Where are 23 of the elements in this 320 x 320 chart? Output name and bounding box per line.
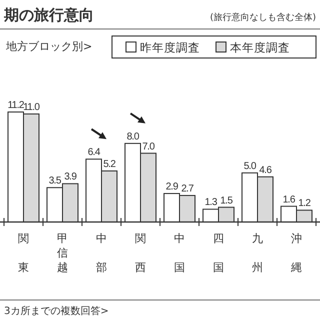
data-label: 1.6 [282,194,296,206]
data-label: 2.9 [166,182,179,193]
data-label: 2.7 [181,183,194,194]
data-label: 11.0 [23,102,40,113]
data-label: 5.2 [103,158,116,170]
text: 地方ブロック別> [5,40,92,53]
data-label: 3.9 [64,172,78,183]
data-label: 4.6 [259,164,272,176]
text: (旅行意向なしも含む全体) [210,12,316,23]
data-label: 5.0 [244,160,257,172]
data-label: 1.3 [204,197,218,208]
data-label: 7.0 [142,141,156,152]
data-label: 3.5 [48,176,62,187]
data-label: 8.0 [126,131,140,142]
legend-label: 昨年度調査 [140,40,200,54]
text: 3カ所までの複数回答> [4,305,109,317]
data-label: 11.2 [8,100,25,111]
x-axis-labels: 関東 甲信越 中部 関西 中国 四国 九州 沖縄 [18,232,302,274]
legend-label: 本年度調査 [230,40,290,54]
title: 期の旅行意向 [4,6,94,24]
data-label: 6.4 [88,147,101,158]
data-label: 1.2 [298,198,312,210]
data-label: 1.5 [220,195,234,206]
